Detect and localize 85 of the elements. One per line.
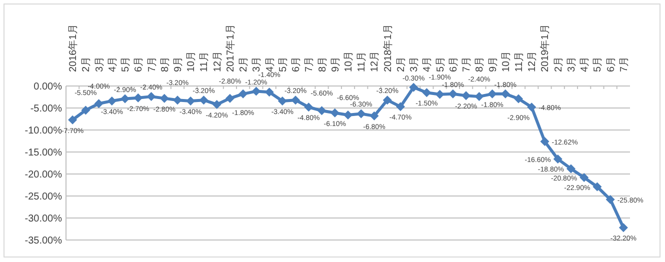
y-tick-label: -10.00%	[24, 126, 62, 136]
x-tick-label: 6月	[448, 56, 460, 72]
point	[592, 182, 602, 192]
point	[317, 106, 326, 116]
x-tick-label: 7月	[618, 56, 630, 72]
point	[330, 108, 340, 118]
point	[382, 96, 392, 105]
x-tick-label: 10月	[344, 50, 354, 72]
x-tick-label: 5月	[278, 56, 289, 72]
x-tick-label: 5月	[435, 56, 446, 72]
point	[264, 88, 274, 97]
point	[81, 106, 90, 115]
point	[278, 96, 287, 106]
y-tick-label: -15.00%	[24, 148, 62, 158]
point	[225, 94, 234, 103]
point	[146, 92, 156, 102]
point	[553, 154, 562, 164]
x-tick-label: 9月	[172, 56, 184, 72]
point	[238, 89, 248, 98]
x-tick-label: 7月	[304, 56, 316, 72]
x-tick-label: 8月	[317, 56, 328, 72]
x-tick-label: 2月	[238, 56, 250, 72]
y-tick-label: -25.00%	[24, 192, 62, 202]
point	[606, 195, 615, 204]
x-tick-label: 10月	[186, 50, 198, 72]
y-tick-label: -20.00%	[24, 170, 62, 180]
point	[618, 223, 628, 232]
x-tick-label: 2019年1月	[539, 24, 552, 72]
y-tick-label: -30.00%	[24, 214, 62, 224]
x-tick-label: 6月	[606, 56, 617, 72]
x-tick-label: 12月	[212, 50, 224, 72]
x-tick-label: 2018年1月	[382, 24, 394, 72]
point	[566, 164, 576, 174]
x-tick-label: 12月	[527, 50, 538, 72]
point	[422, 88, 432, 98]
x-tick-label: 4月	[580, 56, 591, 72]
x-tick-label: 2017年1月	[224, 24, 236, 72]
y-tick-label: 0.00%	[34, 82, 62, 92]
point	[291, 96, 300, 105]
point	[212, 100, 222, 109]
x-tick-label: 6月	[134, 56, 145, 72]
x-tick-label: 9月	[488, 56, 499, 72]
point	[356, 109, 366, 118]
x-tick-label: 11月	[514, 52, 526, 72]
point	[409, 82, 418, 92]
point	[514, 94, 524, 104]
x-tick-label: 6月	[291, 56, 302, 72]
x-tick-label: 5月	[592, 56, 604, 72]
point	[474, 92, 484, 102]
point	[304, 102, 314, 112]
x-tick-label: 10月	[500, 50, 512, 72]
x-tick-label: 3月	[252, 56, 263, 72]
x-tick-label: 3月	[566, 56, 578, 72]
x-tick-label: 2016年1月	[67, 24, 80, 72]
x-tick-label: 8月	[474, 56, 486, 72]
point	[160, 94, 169, 103]
point	[527, 102, 536, 112]
point	[94, 99, 104, 108]
y-tick-label: -35.00%	[24, 236, 62, 246]
point	[107, 96, 116, 106]
point	[68, 115, 78, 124]
x-tick-label: 12月	[370, 50, 381, 72]
x-tick-label: 3月	[409, 56, 420, 72]
point	[435, 90, 444, 99]
x-tick-label: 2月	[396, 56, 407, 72]
x-tick-label: 7月	[462, 56, 473, 72]
x-tick-label: 11月	[199, 52, 210, 72]
x-tick-label: 4月	[264, 56, 276, 72]
point	[370, 111, 379, 120]
point	[580, 173, 589, 182]
x-tick-label: 11月	[356, 52, 368, 72]
x-tick-label: 9月	[330, 56, 342, 72]
point	[396, 102, 405, 112]
x-tick-label: 4月	[422, 56, 434, 72]
x-tick-label: 5月	[120, 56, 132, 72]
y-tick-label: -5.00%	[30, 104, 62, 114]
x-tick-label: 3月	[94, 56, 106, 72]
point	[344, 110, 352, 120]
x-tick-label: 7月	[146, 56, 158, 72]
x-tick-label: 2月	[553, 56, 564, 72]
x-tick-label: 8月	[160, 56, 171, 72]
point	[540, 137, 550, 146]
point	[199, 96, 208, 105]
x-tick-label: 4月	[107, 56, 118, 72]
x-tick-label: 2月	[81, 56, 92, 72]
